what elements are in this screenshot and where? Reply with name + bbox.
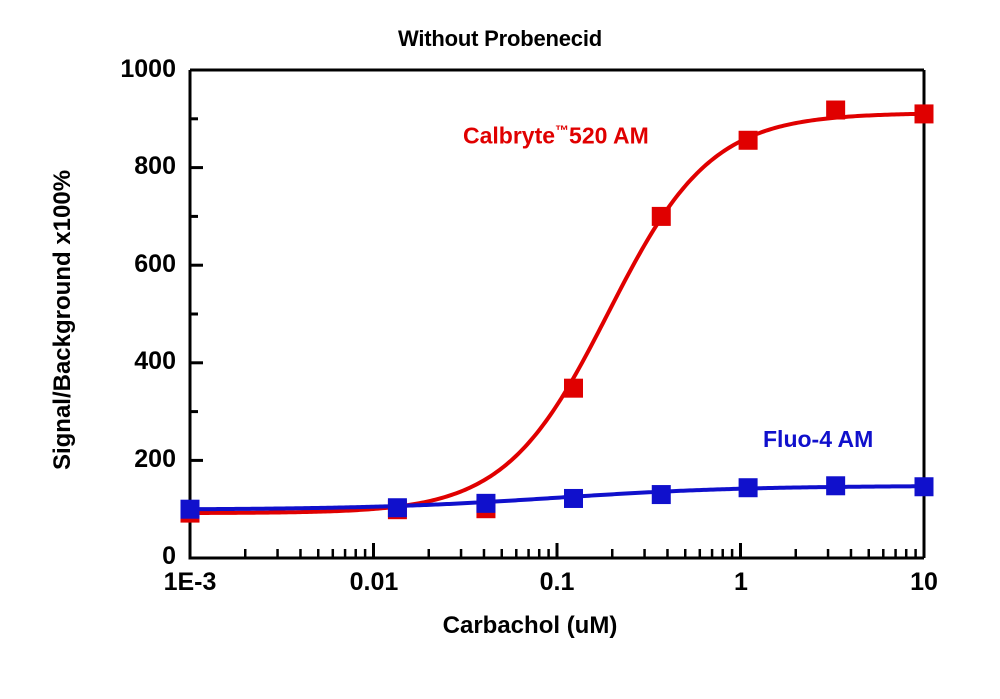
curve-series-0	[188, 111, 926, 515]
axes	[188, 68, 926, 560]
series-markers	[180, 100, 934, 523]
x-axis-title: Carbachol (uM)	[442, 612, 618, 639]
chart-title: Without Probenecid	[398, 26, 602, 51]
data-point-marker	[476, 493, 496, 513]
trademark-icon: ™	[555, 122, 570, 138]
data-point-marker	[651, 485, 671, 505]
data-point-marker	[914, 104, 934, 124]
x-tick-1: 1	[734, 568, 748, 596]
series-label-calbryte-prefix: Calbryte	[463, 122, 556, 149]
data-point-marker	[738, 478, 758, 498]
data-point-marker	[564, 488, 583, 508]
x-tick-10: 10	[910, 568, 938, 596]
data-point-marker	[826, 100, 846, 120]
data-point-marker	[738, 130, 758, 150]
series-label-calbryte-suffix: 520 AM	[569, 122, 649, 149]
data-point-marker	[914, 477, 934, 497]
series-label-fluo4: Fluo-4 AM	[763, 426, 874, 452]
x-tick-1e-3: 1E-3	[163, 568, 217, 596]
data-point-marker	[387, 498, 407, 518]
series-label-calbryte: Calbryte™520 AM	[463, 122, 649, 150]
data-point-marker	[826, 476, 846, 496]
data-point-marker	[651, 206, 671, 226]
data-point-marker	[180, 499, 200, 519]
series-curves	[188, 111, 926, 515]
x-tick-0.1: 0.1	[539, 568, 575, 596]
data-point-marker	[564, 378, 583, 398]
curve-series-1	[188, 484, 926, 512]
x-tick-0.01: 0.01	[349, 568, 399, 596]
